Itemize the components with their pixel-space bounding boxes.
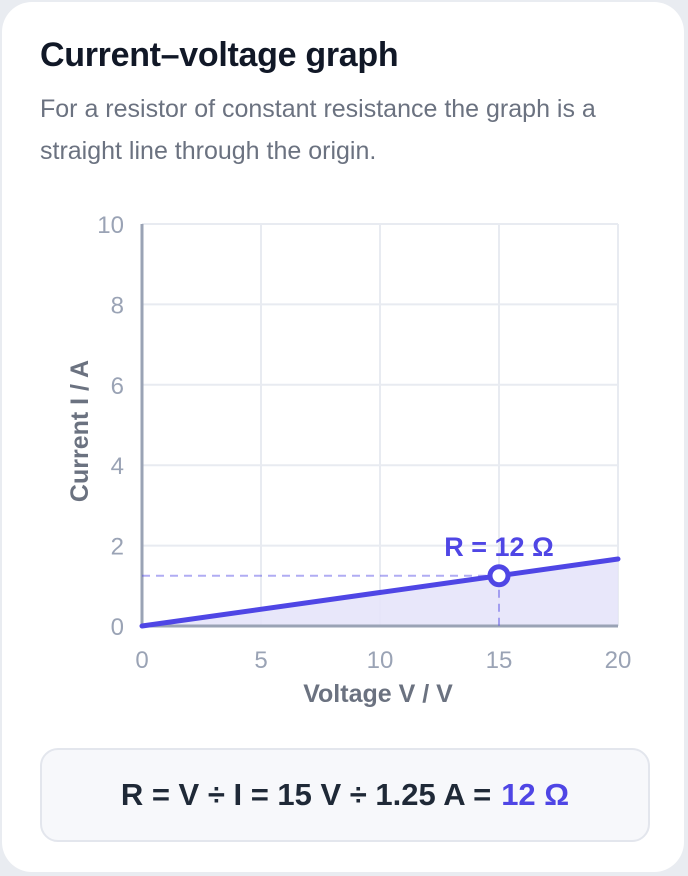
x-tick-label: 10 [367, 647, 394, 674]
card-subtitle: For a resistor of constant resistance th… [40, 95, 596, 165]
x-tick-label: 0 [135, 647, 148, 674]
y-tick-label: 10 [97, 212, 124, 239]
card-title: Current–voltage graph [40, 36, 399, 74]
y-axis-label: Current I / A [66, 360, 94, 502]
highlight-point-marker [487, 564, 511, 588]
formula-expression: R = V ÷ I = 15 V ÷ 1.25 A = [120, 777, 492, 812]
y-tick-label: 0 [111, 614, 124, 641]
x-tick-label: 15 [486, 647, 513, 674]
formula-result: 12 Ω [501, 777, 570, 812]
y-tick-label: 4 [111, 453, 124, 480]
y-tick-label: 2 [111, 534, 124, 561]
x-tick-label: 5 [254, 647, 267, 674]
y-tick-label: 8 [111, 292, 124, 319]
x-axis-label: Voltage V / V [303, 680, 453, 708]
iv-chart: 0 5 10 15 20 0 2 4 6 8 10 Voltage V / V Current I / … [66, 212, 632, 708]
y-tick-label: 6 [111, 373, 124, 400]
highlight-point-label: R = 12 Ω [444, 532, 553, 562]
formula-box: R = V ÷ I = 15 V ÷ 1.25 A = 12 Ω [40, 748, 650, 842]
series-line [139, 556, 621, 629]
x-tick-label: 20 [605, 647, 632, 674]
